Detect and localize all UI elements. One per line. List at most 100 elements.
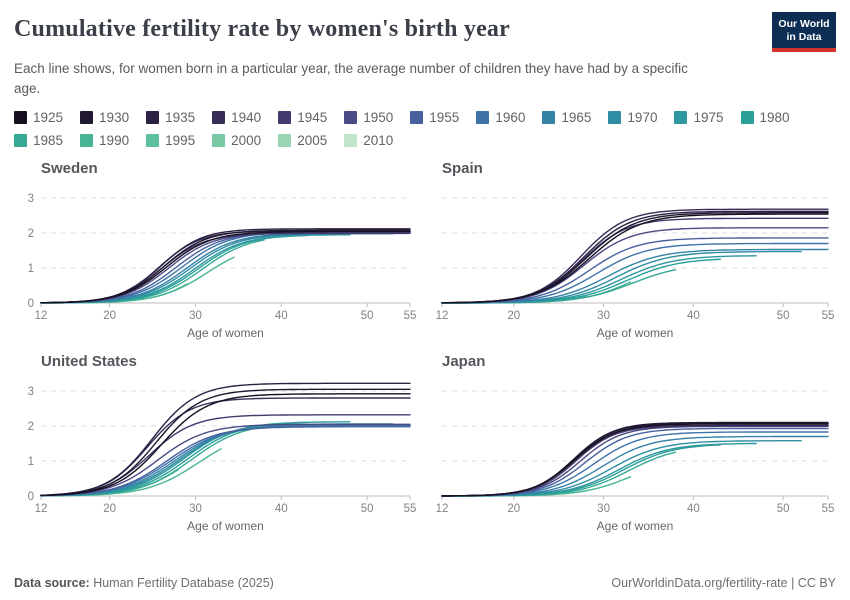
panel-sweden: Sweden 0 1 2 3 12 20 30 40 50 55 Age of women (14, 160, 416, 345)
svg-text:30: 30 (597, 503, 610, 515)
legend-item-1930[interactable]: 1930 (80, 110, 129, 125)
legend: 1925 1930 1935 1940 1945 1950 1955 1960 1965 1970… (14, 110, 814, 156)
svg-text:1: 1 (28, 263, 34, 275)
legend-label: 1965 (561, 109, 592, 125)
panel-japan: Japan 12 20 30 40 50 55 Age of women (432, 353, 834, 538)
svg-text:55: 55 (822, 310, 834, 322)
svg-text:12: 12 (436, 310, 449, 322)
legend-swatch-icon (278, 133, 292, 147)
legend-item-1935[interactable]: 1935 (146, 110, 195, 125)
legend-item-1980[interactable]: 1980 (740, 109, 790, 125)
svg-text:12: 12 (35, 503, 48, 515)
header: Cumulative fertility rate by women's bir… (14, 12, 836, 52)
legend-swatch-icon (80, 133, 94, 147)
owid-logo-line2: in Data (786, 30, 822, 43)
legend-swatch-icon (212, 133, 226, 147)
legend-item-1985[interactable]: 1985 (14, 133, 63, 148)
svg-text:Age of women: Age of women (597, 519, 674, 533)
svg-text:0: 0 (28, 298, 34, 310)
chart-subtitle: Each line shows, for women born in a par… (14, 61, 688, 97)
legend-swatch-icon (344, 110, 358, 124)
legend-item-1950[interactable]: 1950 (344, 110, 393, 125)
legend-label: 1995 (165, 132, 196, 148)
legend-item-1975[interactable]: 1975 (674, 109, 724, 125)
legend-swatch-icon (146, 133, 160, 147)
legend-item-1995[interactable]: 1995 (146, 133, 195, 148)
legend-swatch-icon (14, 110, 27, 124)
legend-label: 1990 (99, 132, 130, 148)
legend-label: 1935 (165, 109, 196, 125)
svg-text:40: 40 (687, 310, 700, 322)
svg-text:40: 40 (275, 310, 288, 322)
legend-item-2000[interactable]: 2000 (212, 133, 261, 148)
svg-text:3: 3 (28, 386, 34, 398)
legend-item-1990[interactable]: 1990 (80, 133, 129, 148)
legend-label: 2000 (231, 132, 262, 148)
svg-text:12: 12 (436, 503, 449, 515)
svg-text:0: 0 (28, 491, 34, 503)
svg-text:30: 30 (597, 310, 610, 322)
legend-label: 1925 (33, 109, 64, 125)
legend-swatch-icon (146, 110, 160, 124)
legend-item-2005[interactable]: 2005 (278, 133, 327, 148)
legend-label: 1975 (693, 109, 724, 125)
legend-label: 1980 (759, 109, 790, 125)
legend-swatch-icon (674, 110, 688, 124)
svg-text:2: 2 (28, 421, 34, 433)
data-source: Data source: Human Fertility Database (2… (14, 576, 274, 590)
legend-swatch-icon (740, 110, 754, 124)
chart-japan[interactable]: 12 20 30 40 50 55 Age of women (432, 374, 834, 538)
legend-swatch-icon (14, 133, 27, 147)
svg-text:50: 50 (361, 503, 374, 515)
legend-item-1940[interactable]: 1940 (212, 110, 261, 125)
svg-text:20: 20 (507, 503, 520, 515)
legend-item-2010[interactable]: 2010 (344, 133, 393, 148)
chart-spain[interactable]: 12 20 30 40 50 55 Age of women (432, 181, 834, 345)
legend-item-1925[interactable]: 1925 (14, 110, 63, 125)
svg-text:30: 30 (189, 503, 202, 515)
legend-label: 1945 (297, 109, 328, 125)
panel-spain: Spain 12 20 30 40 50 55 Age of women (432, 160, 834, 345)
legend-swatch-icon (212, 110, 226, 124)
svg-text:Age of women: Age of women (187, 519, 264, 533)
panel-title-japan: Japan (442, 352, 486, 370)
svg-text:12: 12 (35, 310, 48, 322)
legend-swatch-icon (278, 110, 292, 124)
panel-title-united-states: United States (41, 352, 137, 370)
legend-label: 1955 (429, 109, 460, 125)
legend-item-1960[interactable]: 1960 (476, 110, 525, 125)
svg-text:20: 20 (507, 310, 520, 322)
legend-label: 2005 (297, 132, 328, 148)
data-source-text[interactable]: Human Fertility Database (2025) (89, 576, 274, 590)
svg-text:Age of women: Age of women (187, 326, 264, 340)
legend-item-1945[interactable]: 1945 (278, 110, 327, 125)
legend-item-1955[interactable]: 1955 (410, 110, 459, 125)
legend-swatch-icon (344, 133, 358, 147)
data-source-label: Data source: (14, 576, 90, 590)
legend-label: 2010 (363, 132, 394, 148)
legend-label: 1940 (231, 109, 262, 125)
svg-text:Age of women: Age of women (597, 326, 674, 340)
svg-text:2: 2 (28, 228, 34, 240)
legend-label: 1950 (363, 109, 394, 125)
footer-link[interactable]: OurWorldinData.org/fertility-rate | CC B… (611, 576, 836, 590)
svg-text:3: 3 (28, 193, 34, 205)
footer: Data source: Human Fertility Database (2… (14, 576, 836, 590)
svg-text:55: 55 (404, 310, 416, 322)
legend-swatch-icon (410, 110, 424, 124)
legend-item-1970[interactable]: 1970 (608, 110, 657, 125)
owid-logo[interactable]: Our World in Data (772, 12, 836, 52)
legend-swatch-icon (476, 110, 490, 124)
charts-grid: Sweden 0 1 2 3 12 20 30 40 50 55 Age of women Spai… (14, 160, 836, 538)
panel-title-spain: Spain (442, 159, 483, 177)
svg-text:30: 30 (189, 310, 202, 322)
legend-item-1965[interactable]: 1965 (542, 110, 591, 125)
page-title: Cumulative fertility rate by women's bir… (14, 16, 510, 42)
svg-text:40: 40 (687, 503, 700, 515)
panel-title-sweden: Sweden (41, 159, 98, 177)
panel-united-states: United States 0 1 2 3 12 20 30 40 50 55 Age of wom… (14, 353, 416, 538)
svg-text:55: 55 (404, 503, 416, 515)
